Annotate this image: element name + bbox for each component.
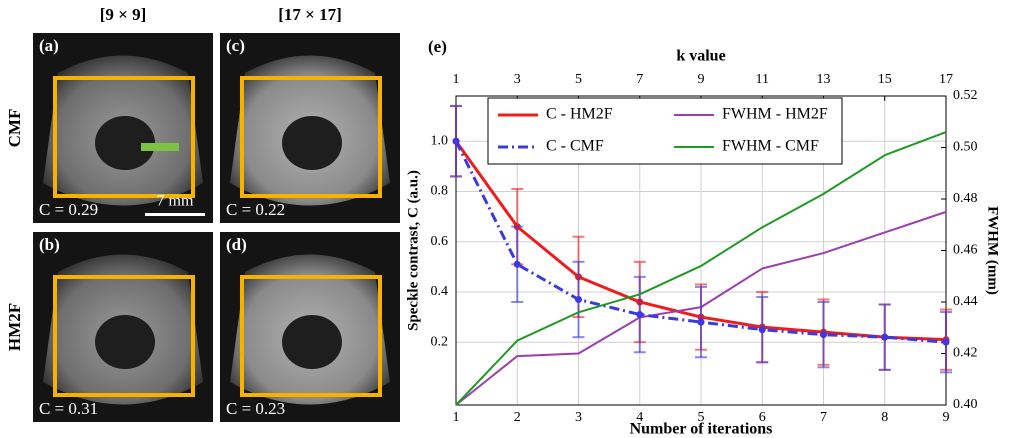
series [450,105,952,374]
series [455,131,947,406]
cavity [95,116,155,170]
contrast-label: C = 0.22 [226,200,285,219]
y2-tick-label: 0.44 [953,294,978,309]
y-axis-label: Speckle contrast, C (a.u.) [405,170,421,331]
roi-box [240,275,382,397]
scale-bar-label: 7 mm [157,193,194,210]
x-tick-label: 7 [820,410,827,425]
point [881,333,889,341]
row-header: CMF [5,109,24,148]
point [820,331,827,339]
scale-bar [145,213,205,216]
x2-tick-label: 9 [698,72,705,87]
point [636,311,644,319]
x-tick-label: 8 [881,410,888,425]
image-panel: (a) C = 0.29 7 mm [33,33,213,223]
x-axis-label: Number of iterations [630,421,773,438]
x-tick-label: 4 [636,410,643,425]
cavity [282,116,342,170]
x2-tick-label: 3 [514,72,521,87]
profile-marker [141,143,179,151]
x2-tick-label: 15 [878,72,892,87]
x-tick-label: 2 [514,410,521,425]
y-tick-label: 0.4 [431,284,449,299]
legend-label: FWHM - CMF [722,138,819,155]
panel-label: (b) [39,235,60,254]
series-line [454,140,947,344]
point [758,326,766,334]
legend: C - HM2F FWHM - HM2F C - CMF FWHM - CMF [487,97,843,165]
y-tick-label: 0.6 [431,234,449,249]
roi-box [240,76,382,198]
legend-box [487,97,843,165]
y2-tick-label: 0.52 [953,88,978,103]
point [942,338,950,346]
point [575,295,582,303]
row-header: HM2F [5,303,24,351]
y-tick-label: 0.2 [431,334,449,349]
y-tick-label: 1.0 [431,133,449,148]
plot-frame [455,95,947,406]
panel-label: (c) [226,36,245,55]
panel-label: (d) [226,235,247,254]
image-panel: (d) C = 0.23 [220,232,400,422]
x-tick-label: 1 [453,410,460,425]
legend-label: FWHM - HM2F [722,106,828,123]
x-tick-label: 5 [698,410,705,425]
y2-tick-label: 0.50 [953,140,978,155]
y-tick-label: 0.8 [431,184,449,199]
cavity [95,315,155,369]
image-panel: (c) C = 0.22 [220,33,400,223]
contrast-label: C = 0.29 [39,200,98,219]
contrast-label: C = 0.31 [39,399,98,418]
point [697,318,705,326]
x2-tick-label: 17 [939,72,953,87]
y2-tick-label: 0.48 [953,191,978,206]
series-line [455,131,947,406]
roi-box [53,76,195,198]
x-tick-label: 6 [759,410,766,425]
y2-tick-label: 0.40 [953,397,978,412]
x-tick-label: 9 [943,410,950,425]
x2-axis-label: k value [676,48,725,65]
y2-axis-label: FWHM (mm) [985,206,1001,295]
y2-tick-label: 0.46 [953,243,978,258]
y2-tick-label: 0.42 [953,346,978,361]
roi-box [53,275,195,397]
panel-label: (a) [39,36,59,55]
x-tick-label: 3 [575,410,582,425]
cavity [282,315,342,369]
point [513,260,521,268]
contrast-label: C = 0.23 [226,399,285,418]
x2-tick-label: 1 [453,72,460,87]
legend-label: C - CMF [546,138,604,155]
x2-tick-label: 5 [575,72,582,87]
x2-tick-label: 11 [756,72,769,87]
x2-tick-label: 13 [817,72,831,87]
legend-label: C - HM2F [546,106,613,123]
column-header: [9 × 9] [100,5,147,24]
column-header: [17 × 17] [278,5,342,24]
x2-tick-label: 7 [636,72,643,87]
image-panel: (b) C = 0.31 [33,232,213,422]
image-panels: [9 × 9] [17 × 17] CMF HM2F (a) C = 0.29 7 mm (c… [5,5,400,422]
point [452,137,460,145]
chart: (e)1 2 3 4 5 6 7 8 91 3 5 7 9 11 13 15 170.20.40.60.81.0… [405,37,1000,438]
chart-title: (e) [428,37,447,56]
